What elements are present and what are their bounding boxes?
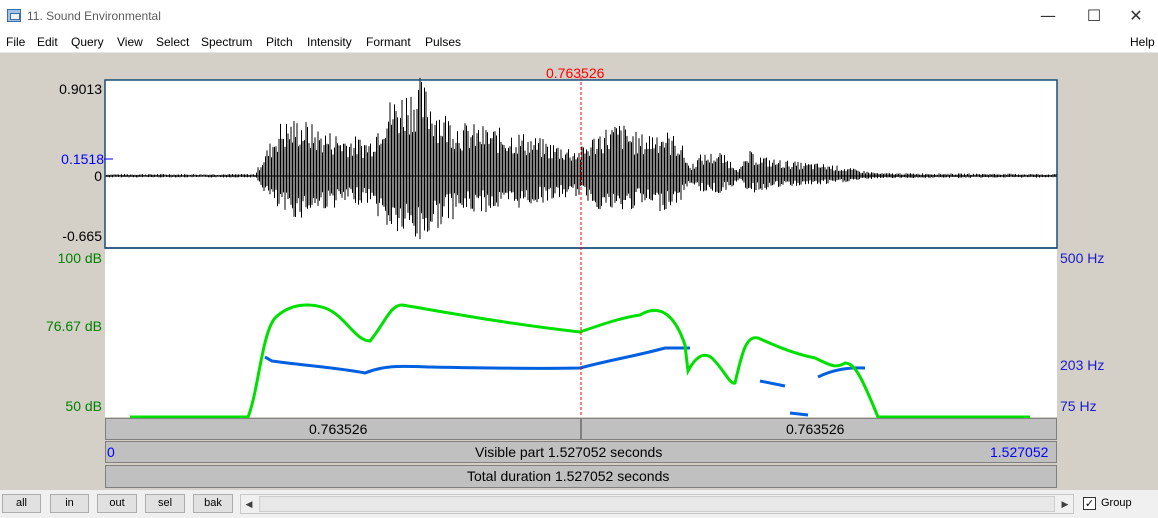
waveform-cursor-value: 0.1518 [61, 151, 104, 167]
bottom-toolbar: all in out sel bak ◀ ▶ ✓ Group [0, 490, 1158, 518]
pitch-top-label: 500 Hz [1060, 250, 1105, 266]
menu-query[interactable]: Query [71, 35, 104, 49]
waveform-zero-label: 0 [94, 168, 102, 184]
zoom-in-button[interactable]: in [50, 494, 89, 513]
visible-start-time: 0 [107, 444, 115, 460]
zoom-out-button[interactable]: out [97, 494, 137, 513]
total-duration-text: Total duration 1.527052 seconds [467, 468, 670, 484]
intensity-bottom-label: 50 dB [65, 398, 102, 414]
right-part-duration: 0.763526 [786, 421, 845, 437]
sound-plot[interactable] [0, 53, 1158, 490]
zoom-back-button[interactable]: bak [193, 494, 233, 513]
menu-intensity[interactable]: Intensity [307, 35, 352, 49]
scroll-right-icon[interactable]: ▶ [1061, 499, 1069, 509]
menu-file[interactable]: File [6, 35, 26, 49]
intensity-curve [130, 303, 1030, 419]
window-title: 11. Sound Environmental [27, 9, 161, 23]
menu-bar: File Edit Query View Select Spectrum Pit… [0, 32, 1158, 53]
waveform-max-label: 0.9013 [59, 81, 102, 97]
intensity-top-label: 100 dB [57, 250, 102, 266]
intensity-mid-label: 76.67 dB [45, 318, 102, 334]
menu-view[interactable]: View [117, 35, 143, 49]
menu-pulses[interactable]: Pulses [425, 35, 462, 49]
close-button[interactable]: ✕ [1129, 6, 1143, 25]
scroll-thumb[interactable] [259, 496, 1055, 512]
zoom-selection-button[interactable]: sel [145, 494, 185, 513]
title-bar: 11. Sound Environmental — ☐ ✕ [0, 0, 1158, 32]
app-icon [7, 9, 21, 22]
left-part-duration: 0.763526 [309, 421, 368, 437]
menu-select[interactable]: Select [156, 35, 190, 49]
scroll-left-icon[interactable]: ◀ [245, 499, 253, 509]
time-scrollbar[interactable]: ◀ ▶ [240, 494, 1074, 514]
menu-pitch[interactable]: Pitch [266, 35, 293, 49]
menu-spectrum[interactable]: Spectrum [201, 35, 253, 49]
pitch-mid-label: 203 Hz [1060, 357, 1105, 373]
menu-help[interactable]: Help [1130, 35, 1155, 49]
visible-end-time: 1.527052 [990, 444, 1049, 460]
visible-part-text: Visible part 1.527052 seconds [475, 444, 663, 460]
pitch-curve [264, 346, 866, 417]
zoom-all-button[interactable]: all [2, 494, 41, 513]
visible-part-bar[interactable] [105, 441, 1057, 463]
total-duration-bar[interactable] [105, 465, 1057, 488]
left-part-bar[interactable] [105, 418, 581, 440]
pitch-bottom-label: 75 Hz [1060, 398, 1097, 414]
group-label: Group [1101, 497, 1132, 509]
waveform-min-label: -0.665 [62, 228, 102, 244]
maximize-button[interactable]: ☐ [1086, 6, 1102, 25]
minimize-button[interactable]: — [1040, 6, 1056, 25]
group-checkbox[interactable]: ✓ [1083, 497, 1096, 510]
menu-edit[interactable]: Edit [37, 35, 58, 49]
cursor-time-label: 0.763526 [546, 65, 605, 81]
menu-formant[interactable]: Formant [366, 35, 411, 49]
right-part-bar[interactable] [581, 418, 1057, 440]
